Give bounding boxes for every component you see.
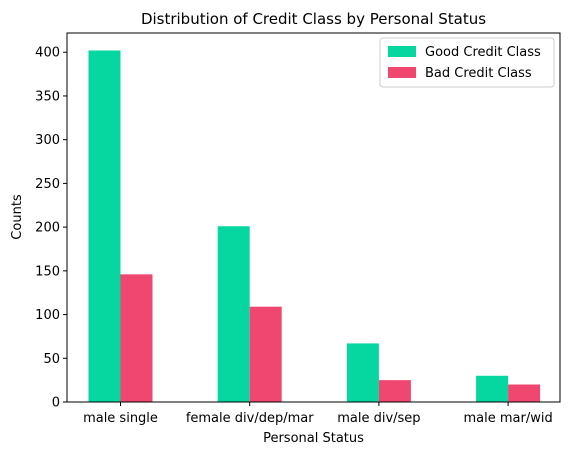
y-tick-label-3: 150 <box>35 264 60 279</box>
plot-frame <box>66 32 561 403</box>
y-axis: 0 50 100 150 200 250 300 350 400 <box>35 46 67 411</box>
y-tick-label-0: 0 <box>52 396 60 411</box>
legend-box <box>379 37 555 88</box>
legend-swatch-0 <box>388 46 416 57</box>
bar-good-0 <box>88 50 121 402</box>
bar-good-2 <box>346 343 379 402</box>
y-tick-label-1: 50 <box>43 352 60 367</box>
x-tick-label-2: male div/sep <box>337 411 420 426</box>
bar-bad-1 <box>249 306 282 402</box>
y-axis-label: Counts <box>10 194 25 240</box>
legend: Good Credit Class Bad Credit Class <box>379 37 555 88</box>
y-tick-label-6: 300 <box>35 133 60 148</box>
bar-bad-2 <box>378 380 411 402</box>
y-tick-label-5: 250 <box>35 177 60 192</box>
legend-label-1: Bad Credit Class <box>425 66 532 81</box>
legend-label-0: Good Credit Class <box>425 45 541 60</box>
bar-good-1 <box>217 226 250 402</box>
x-tick-label-0: male single <box>83 411 158 426</box>
legend-swatch-1 <box>388 67 416 78</box>
y-tick-label-4: 200 <box>35 221 60 236</box>
y-tick-label-8: 400 <box>35 46 60 61</box>
y-tick-label-2: 100 <box>35 308 60 323</box>
y-tick-label-7: 350 <box>35 89 60 104</box>
bar-good-3 <box>476 375 509 402</box>
bars-group <box>88 50 541 402</box>
x-tick-label-1: female div/dep/mar <box>186 411 314 426</box>
x-axis: male single female div/dep/mar male div/se… <box>83 402 553 426</box>
x-axis-label: Personal Status <box>263 431 364 446</box>
x-tick-label-3: male mar/wid <box>463 411 552 426</box>
bar-bad-3 <box>508 384 541 402</box>
chart-title: Distribution of Credit Class by Personal… <box>141 10 486 28</box>
bar-bad-0 <box>120 274 153 402</box>
